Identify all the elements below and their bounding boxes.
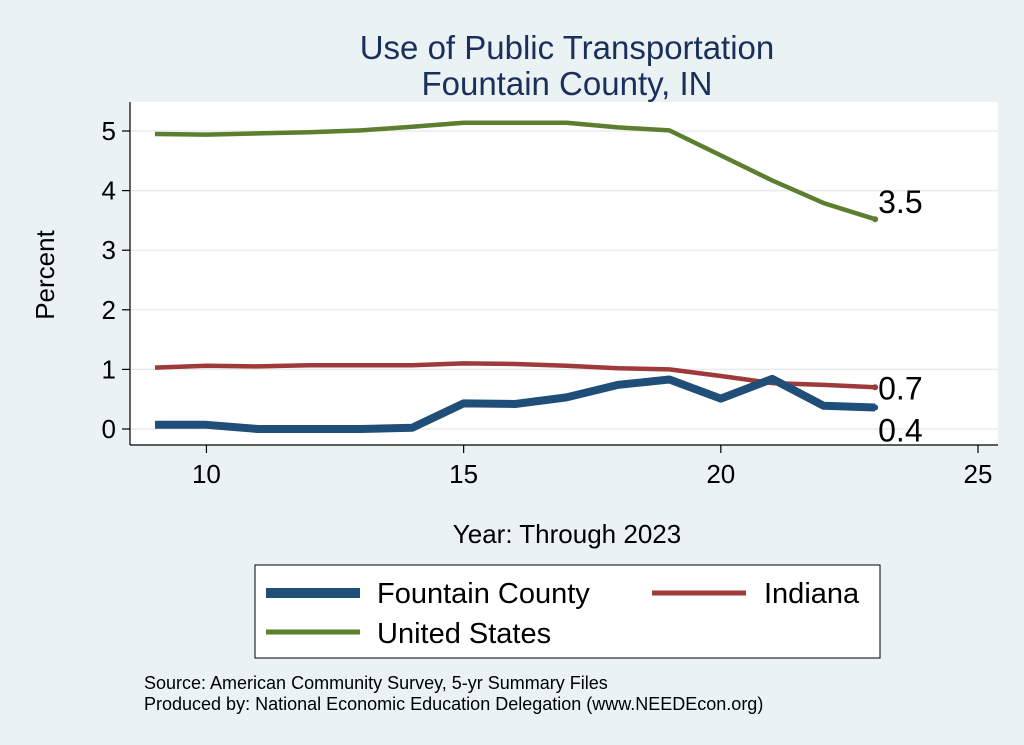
series-line-indiana [154, 361, 876, 390]
tick-label-x-20: 20 [706, 459, 735, 489]
tick-label-y-5: 5 [102, 116, 116, 146]
end-label-united-states: 3.5 [878, 184, 922, 220]
legend-label-united-states: United States [377, 618, 551, 650]
axes: 0 1 2 3 4 5 10 15 20 25 [102, 102, 998, 489]
producer-note: Produced by: National Economic Education… [144, 694, 763, 714]
series-line-united-states [154, 120, 876, 222]
legend-box [254, 564, 881, 659]
end-labels: 0.4 0.7 3.5 [878, 184, 922, 448]
legend: Fountain County Indiana United States [254, 564, 881, 659]
end-label-indiana: 0.7 [878, 370, 922, 406]
x-axis-title: Year: Through 2023 [453, 519, 681, 549]
legend-label-fountain-county: Fountain County [377, 578, 590, 610]
tick-label-x-10: 10 [192, 459, 221, 489]
tick-label-y-2: 2 [102, 295, 116, 325]
tick-label-x-25: 25 [964, 459, 993, 489]
end-label-fountain-county: 0.4 [878, 413, 922, 449]
chart-title-line-1: Use of Public Transportation [360, 29, 775, 66]
tick-label-y-0: 0 [102, 414, 116, 444]
tick-label-y-4: 4 [102, 176, 116, 206]
series-end-marker-indiana [872, 384, 879, 391]
series-line-fountain-county [155, 374, 876, 433]
chart-title-line-2: Fountain County, IN [421, 65, 712, 102]
tick-label-y-3: 3 [102, 235, 116, 265]
legend-label-indiana: Indiana [764, 578, 860, 610]
series-end-marker-united-states [872, 216, 879, 223]
tick-label-x-15: 15 [449, 459, 478, 489]
series-layer [154, 120, 879, 433]
series-end-marker-fountain-county [872, 404, 879, 411]
plot-background [130, 102, 998, 445]
tick-label-y-1: 1 [102, 354, 116, 384]
source-note: Source: American Community Survey, 5-yr … [144, 673, 608, 693]
y-axis-title: Percent [30, 229, 60, 319]
